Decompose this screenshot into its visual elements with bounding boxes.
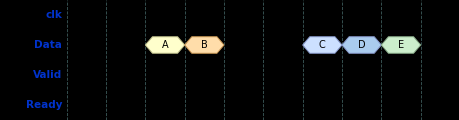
Text: Ready: Ready — [26, 100, 62, 110]
Polygon shape — [302, 37, 341, 53]
Polygon shape — [381, 37, 420, 53]
Polygon shape — [145, 37, 185, 53]
Text: Valid: Valid — [33, 70, 62, 80]
Text: A: A — [162, 40, 168, 50]
Polygon shape — [185, 37, 224, 53]
Text: B: B — [201, 40, 207, 50]
Text: clk: clk — [45, 10, 62, 20]
Text: Data: Data — [34, 40, 62, 50]
Polygon shape — [341, 37, 381, 53]
Text: D: D — [357, 40, 365, 50]
Text: C: C — [318, 40, 325, 50]
Text: E: E — [397, 40, 403, 50]
